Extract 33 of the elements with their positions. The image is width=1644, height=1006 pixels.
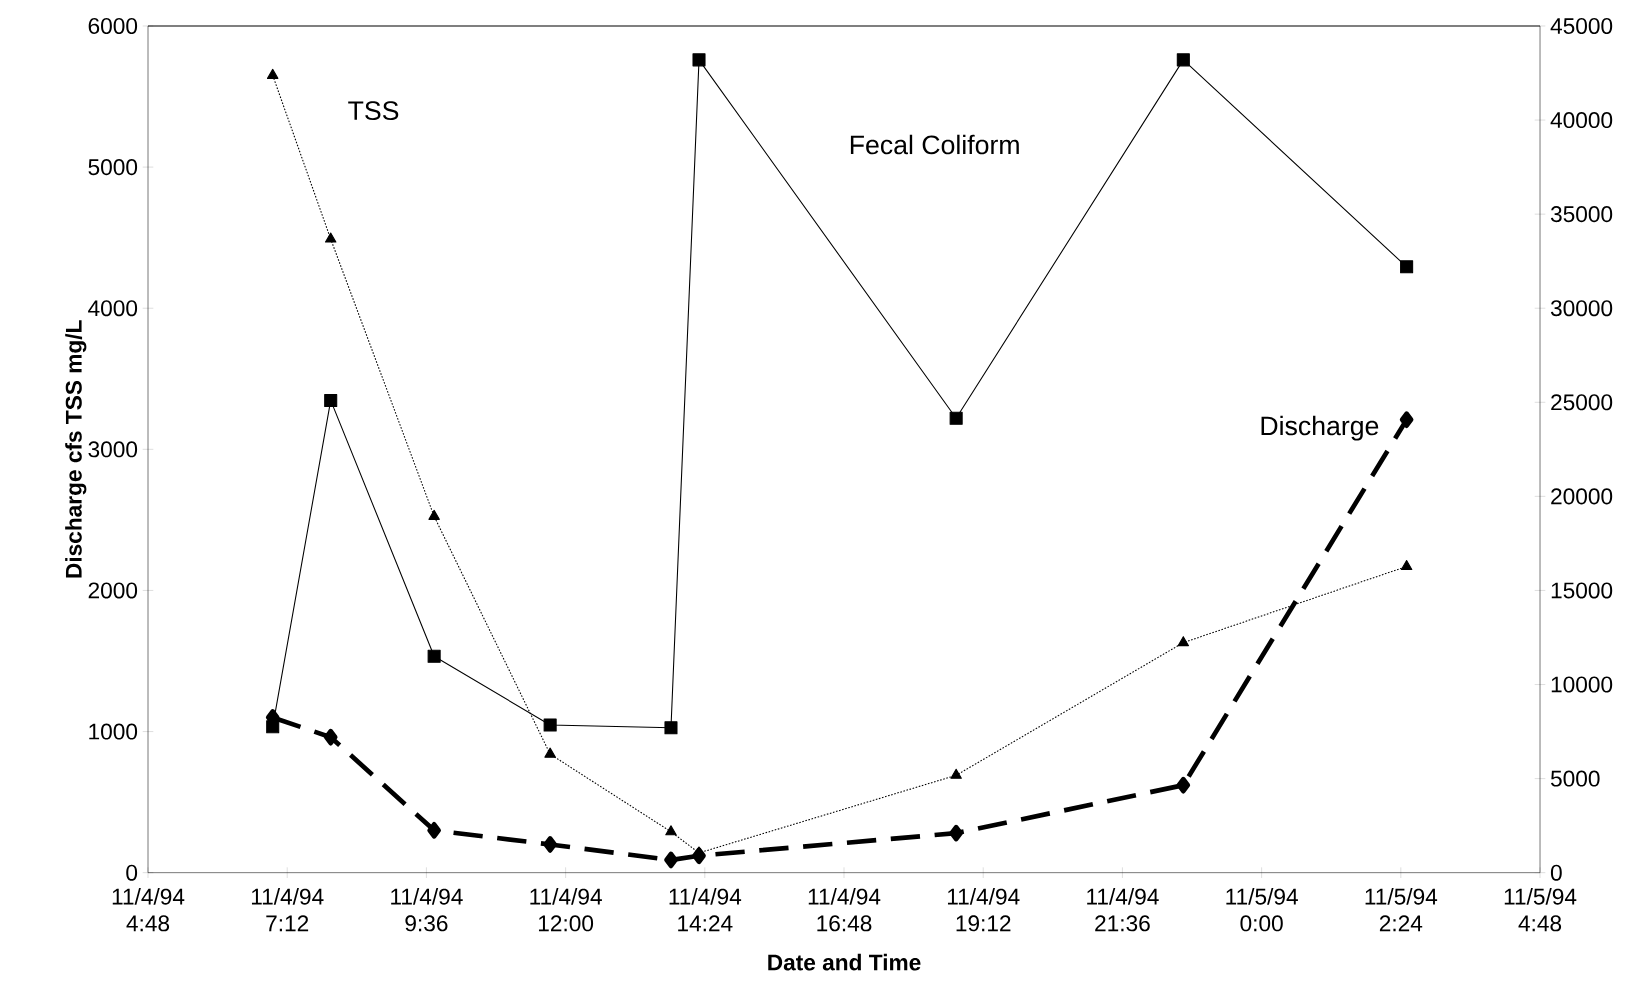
y2-tick-label: 30000 [1550,300,1613,317]
x-tick-label: 11/4/94 19:12 [947,888,1020,932]
x-tick-label: 11/4/94 21:36 [1087,888,1159,932]
x-tick-label: 11/4/94 9:36 [391,888,463,932]
y2-tick-label: 45000 [1550,17,1613,35]
y2-tick-label: 10000 [1551,676,1613,693]
x-tick-label: 11/5/94 2:24 [1365,888,1438,932]
y2-tick-label: 5000 [1550,770,1600,787]
y-tick-label: 4000 [88,300,138,317]
x-tick-label: 11/4/94 4:48 [112,888,185,932]
text: Fecal Coliform [850,134,1019,155]
x-tick-label: 11/4/94 12:00 [530,888,602,932]
x-tick-label: 11/5/94 4:48 [1504,888,1577,932]
x-tick-label: 11/4/94 7:12 [251,888,324,932]
x-tick-label: 11/4/94 14:24 [669,888,742,932]
text: TSS [348,101,399,121]
x-tick-label: 11/5/94 0:00 [1226,888,1298,932]
series-label: Discharge [1261,415,1379,441]
y2-tick-label: 15000 [1551,582,1613,599]
y-tick-label: 1000 [89,723,138,740]
x-axis-title: Date and Time [768,953,921,971]
y2-tick-label: 20000 [1551,488,1613,505]
y2-tick-label: 35000 [1550,206,1613,223]
y-tick-label: 5000 [88,159,138,176]
y-tick-label: 6000 [88,17,138,35]
y2-tick-label: 25000 [1551,394,1613,411]
y-tick-label: 0 [126,864,138,881]
x-tick-label: 11/4/94 16:48 [808,888,881,932]
y-tick-label: 2000 [88,582,138,599]
y-axis-title: Discharge cfs TSS mg/L [65,320,87,578]
y2-tick-label: 0 [1550,864,1562,881]
y2-tick-label: 40000 [1550,112,1613,129]
y-tick-label: 3000 [88,441,138,458]
